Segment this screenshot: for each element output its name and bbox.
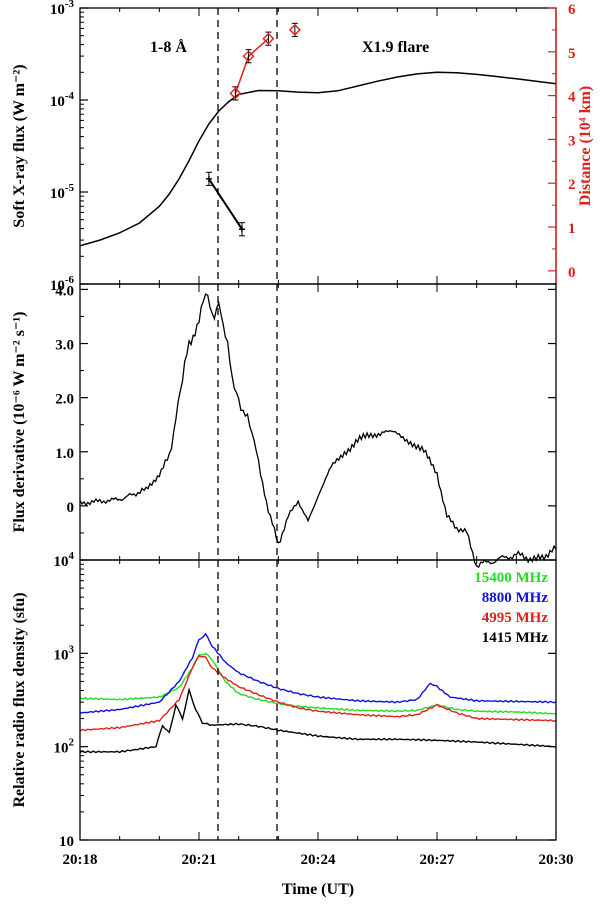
panel-top-y2-tick-label: 0: [568, 265, 576, 281]
distance-black-line: [208, 178, 243, 230]
legend: 15400 MHz 8800 MHz 4995 MHz 1415 MHz: [474, 570, 548, 646]
panel-top-y2-tick-label: 2: [568, 177, 576, 193]
panel-bottom-x-tick-label: 20:30: [539, 852, 574, 868]
panel-bottom-x-tick-label: 20:24: [301, 852, 336, 868]
panel-top-y2-tick-label: 4: [568, 90, 576, 106]
panel-top-ylabel: Soft X-ray flux (W m⁻²): [11, 64, 28, 227]
panel-middle-y-tick-label: 0: [67, 500, 75, 516]
panel-bottom-xlabel: Time (UT): [282, 881, 354, 898]
panel-top-y2-tick-label: 6: [568, 2, 576, 18]
panel-middle-y-ticks: 0 1.0 2.0 3.0 4.0: [55, 283, 557, 560]
panel-middle-y-tick-label: 3.0: [55, 338, 74, 354]
panel-top-data: [79, 22, 557, 247]
panel-middle-y-tick-label: 1.0: [55, 446, 74, 462]
distance-red-point: [288, 23, 301, 36]
panel-bottom-data: [79, 632, 557, 754]
distance-red-point: [229, 87, 242, 100]
annotation-flare-class: X1.9 flare: [362, 39, 429, 56]
distance-red-point: [262, 32, 275, 45]
panel-bottom-x-tick-label: 20:18: [63, 852, 98, 868]
soft-xray-flux-line: [79, 71, 557, 247]
distance-red-point: [242, 50, 255, 63]
panel-top-y2-tick-label: 1: [568, 221, 576, 237]
flux-derivative-line: [79, 292, 557, 569]
radio-1415-mhz-line: [79, 686, 557, 754]
radio-4995-mhz-line: [79, 655, 557, 732]
panel-bottom-ylabel: Relative radio flux density (sfu): [11, 592, 28, 807]
distance-black-point: [205, 175, 212, 182]
legend-4995: 4995 MHz: [482, 610, 549, 626]
panel-top-y2label: Distance (10⁴ km): [577, 86, 594, 206]
panel-middle-y-tick-label: 2.0: [55, 392, 74, 408]
legend-8800: 8800 MHz: [482, 590, 549, 606]
panel-middle-data: [79, 292, 557, 569]
panel-top-y2-tick-label: 3: [568, 133, 576, 149]
panel-bottom-y-tick-label: 10: [59, 834, 74, 850]
annotation-wavelength: 1-8 Å: [150, 38, 187, 56]
panel-bottom-x-ticks: 20:18 20:21 20:24 20:27 20:30: [63, 560, 574, 868]
panel-top-y2-ticks: 0 1 2 3 4 5 6: [548, 2, 576, 284]
panel-bottom-x-tick-label: 20:27: [420, 852, 455, 868]
panel-bottom-x-tick-label: 20:21: [182, 852, 217, 868]
legend-1415: 1415 MHz: [482, 630, 549, 646]
panel-middle: 0 1.0 2.0 3.0 4.0 Flux derivative (10⁻⁶ W m⁻…: [11, 283, 557, 569]
distance-black-point: [238, 226, 245, 233]
radio-15400-mhz-line: [79, 652, 557, 715]
panel-middle-ylabel: Flux derivative (10⁻⁶ W m⁻² s⁻¹): [11, 312, 28, 533]
panel-top-y2-tick-label: 5: [568, 46, 576, 62]
legend-15400: 15400 MHz: [474, 570, 548, 586]
radio-8800-mhz-line: [79, 632, 557, 714]
panel-middle-y-tick-label: 4.0: [55, 283, 74, 299]
